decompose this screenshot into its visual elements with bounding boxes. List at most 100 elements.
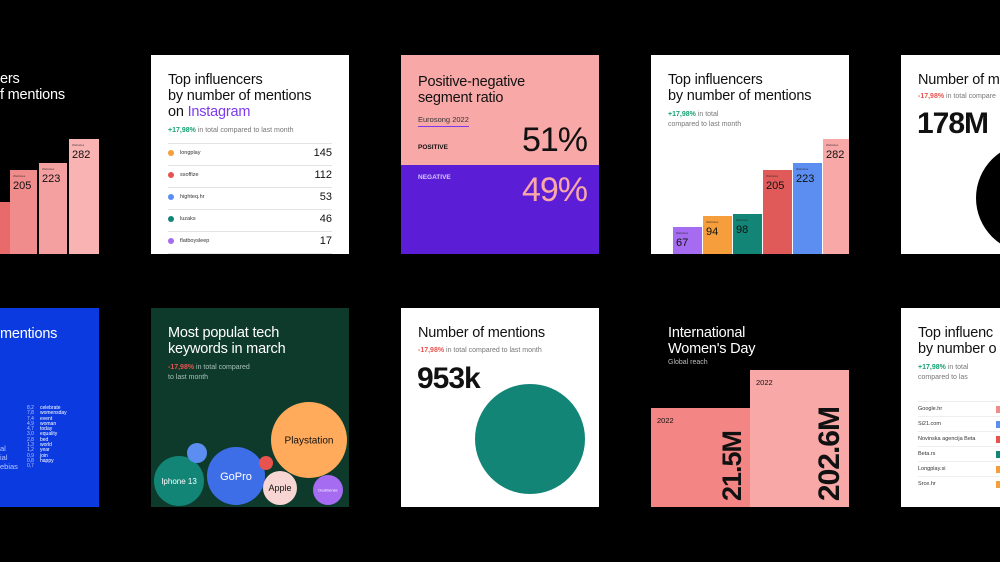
positive-label: POSITIVE [418, 144, 448, 151]
instagram-highlight: Instagram [187, 104, 251, 120]
site-name: Beta.rs [918, 451, 936, 457]
bubble [154, 456, 204, 506]
bubble [207, 447, 265, 505]
list-word: world [40, 442, 52, 449]
card-subtitle: Global reach [668, 359, 708, 366]
bubble-chart: Playstation GoPro Iphone 13 Apple DualSense [154, 402, 347, 506]
bar-value: 282 [826, 149, 845, 161]
bar-value: 223 [796, 173, 815, 185]
site-name: Longplay.si [918, 466, 946, 472]
change-note: +17,98% in total compared to last month [668, 111, 742, 128]
bar-label: Websites [13, 174, 26, 178]
left-words: al ial ebias [0, 444, 18, 471]
row-value: 46 [319, 212, 332, 225]
list-item: Si21.com [918, 416, 1000, 431]
site-bar [996, 421, 1000, 428]
row-value: 112 [314, 168, 332, 181]
list-number: 7,4 [27, 415, 34, 422]
card-title: Most populat tech keywords in march [168, 325, 286, 357]
card-number-of-mentions: Number of mentions -17,98% in total comp… [401, 308, 599, 507]
year-label: 2022 [756, 378, 773, 387]
row-name: flatboysleep [180, 237, 210, 244]
color-dot [168, 215, 174, 222]
card-tech-keywords: Most populat tech keywords in march -17,… [151, 308, 349, 507]
bar-value: 21.5M [717, 430, 747, 501]
bar-value: 223 [42, 173, 61, 185]
change-note: -17,98% in total compare [918, 93, 996, 100]
table-row: flatboysleep 17 [168, 231, 332, 249]
mentions-circle [475, 384, 585, 494]
row-value: 145 [313, 146, 332, 159]
bubble [271, 402, 347, 478]
year-label: 2022 [657, 416, 674, 425]
list-number: 0,7 [27, 463, 34, 470]
bar: Websites 282 [823, 139, 849, 254]
bar: Websites 282 [69, 139, 99, 254]
bar-label: Websites [72, 143, 85, 147]
mentions-circle [976, 143, 1000, 253]
row-name: luzaks [180, 215, 196, 222]
list-item: Longplay.si [918, 461, 1000, 476]
bar-value: 205 [766, 180, 785, 192]
list-number: 2,8 [27, 436, 34, 443]
list-word: ial [0, 453, 8, 462]
bar-label: Websites [796, 167, 809, 171]
bubble [313, 475, 343, 505]
color-dot [168, 171, 174, 178]
card-sentiment-ratio: Positive-negative segment ratio Eurosong… [401, 55, 599, 254]
change-note: +17,98% in total compared to las [918, 364, 969, 381]
card-womens-day: International Women's Day Global reach 2… [651, 308, 849, 507]
card-title: Positive-negative segment ratio [418, 74, 526, 106]
bar: Websites 205 [10, 170, 37, 254]
list-word: equality [40, 431, 58, 438]
bar-value: 98 [736, 224, 749, 236]
list-number: 0,9 [27, 452, 34, 459]
list-word: happy [40, 457, 54, 464]
card-title: Top influencers by number of mentions [668, 72, 812, 104]
mentions-value: 178M [917, 107, 989, 140]
change-note: -17,98% in total compared to last month [168, 364, 250, 381]
positive-value: 51% [521, 121, 588, 159]
bar-label: Websites [736, 218, 749, 222]
list-word: year [40, 447, 50, 454]
bar-value: 94 [706, 226, 719, 238]
bubble-label: DualSense [318, 487, 338, 492]
change-note: -17,98% in total compared to last month [418, 347, 542, 354]
number-column: 8,2 7,8 7,4 4,9 4,7 3,0 2,8 1,3 1,2 0,9 0,8 0,7 [27, 405, 34, 470]
card-title: Number of mentions [418, 325, 545, 341]
list-word: woman [40, 420, 57, 427]
row-name: ssoffize [180, 171, 199, 178]
table-row: ssoffize 112 [168, 165, 332, 183]
bar-label: Websites [706, 220, 719, 224]
card-influencers-partial: Top influenc by number o +17,98% in tota… [901, 308, 1000, 507]
color-dot [168, 237, 174, 244]
row-value: 17 [319, 234, 332, 247]
list-number: 7,8 [27, 410, 34, 417]
card-title: mentions [0, 326, 58, 342]
list-word: ebias [0, 462, 18, 471]
bubble-label: Iphone 13 [161, 477, 197, 486]
card-partial-bars: ers f mentions Websites 205 Websites 223 Web… [0, 55, 99, 254]
bar-value: 67 [676, 237, 689, 249]
bubble [263, 471, 297, 505]
bar: Websites 205 [763, 170, 792, 254]
negative-label: NEGATIVE [418, 174, 451, 181]
list-word: join [40, 452, 48, 459]
list-number: 4,9 [27, 420, 34, 427]
bubble-label: Apple [268, 483, 291, 493]
site-name: Si21.com [918, 421, 941, 427]
row-value: 53 [319, 190, 332, 203]
card-title: International Women's Day [668, 325, 756, 357]
site-bar [996, 481, 1000, 488]
list-number: 1,2 [27, 447, 34, 454]
card-instagram-influencers: Top influencers by number of mentions on… [151, 55, 349, 254]
list-item: Srce.hr [918, 476, 1000, 491]
bubble [187, 443, 207, 463]
site-bar [996, 466, 1000, 473]
bubble-label: GoPro [220, 471, 252, 483]
bubble [259, 456, 273, 470]
list-number: 0,8 [27, 457, 34, 464]
bar-label: Websites [676, 231, 689, 235]
table-row: elipso2 [168, 253, 332, 254]
word-column: celebrate womensday event woman today equalit… [40, 405, 67, 464]
